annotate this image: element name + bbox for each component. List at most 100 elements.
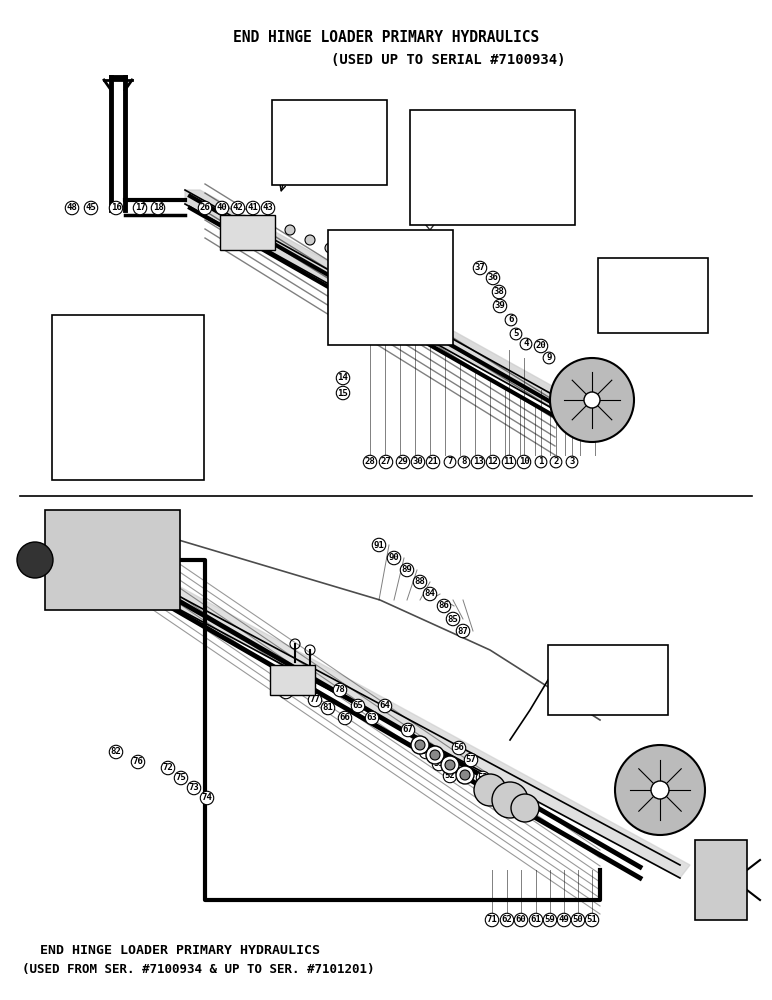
Text: 52: 52 bbox=[445, 772, 455, 780]
Circle shape bbox=[426, 746, 444, 764]
Text: 8: 8 bbox=[462, 458, 467, 466]
Text: 17: 17 bbox=[134, 204, 145, 213]
Text: 31: 31 bbox=[427, 137, 438, 146]
Text: 3: 3 bbox=[569, 458, 574, 466]
Circle shape bbox=[474, 774, 506, 806]
Text: 16: 16 bbox=[110, 204, 121, 213]
Circle shape bbox=[474, 156, 486, 168]
Circle shape bbox=[457, 157, 473, 173]
Text: END HINGE LOADER PRIMARY HYDRAULICS: END HINGE LOADER PRIMARY HYDRAULICS bbox=[233, 30, 539, 45]
Text: 29: 29 bbox=[398, 458, 408, 466]
Bar bbox=[548, 645, 668, 715]
Text: 13: 13 bbox=[472, 458, 483, 466]
Circle shape bbox=[445, 760, 455, 770]
Text: 25: 25 bbox=[415, 188, 425, 196]
Text: 53: 53 bbox=[478, 774, 489, 782]
Text: 15: 15 bbox=[337, 388, 348, 397]
Text: 10: 10 bbox=[519, 458, 530, 466]
Circle shape bbox=[615, 745, 705, 835]
Text: 22: 22 bbox=[550, 198, 560, 207]
Circle shape bbox=[492, 782, 528, 818]
Text: 56: 56 bbox=[454, 744, 465, 752]
Text: 59: 59 bbox=[544, 916, 555, 924]
Text: 21: 21 bbox=[428, 458, 438, 466]
Text: 49: 49 bbox=[559, 916, 570, 924]
Text: 75: 75 bbox=[175, 774, 186, 782]
Text: 36: 36 bbox=[488, 273, 499, 282]
Text: 26: 26 bbox=[200, 204, 211, 213]
Text: 7: 7 bbox=[447, 458, 452, 466]
Text: 27: 27 bbox=[381, 458, 391, 466]
Text: 2: 2 bbox=[554, 458, 559, 466]
Text: 43: 43 bbox=[262, 204, 273, 213]
Text: 24: 24 bbox=[532, 194, 543, 202]
Text: 47: 47 bbox=[99, 373, 110, 382]
Text: 74: 74 bbox=[201, 794, 212, 802]
Text: 33: 33 bbox=[513, 182, 524, 190]
Circle shape bbox=[511, 794, 539, 822]
Text: 91: 91 bbox=[374, 540, 384, 550]
Bar bbox=[598, 258, 708, 333]
Text: 83: 83 bbox=[96, 538, 107, 548]
Text: 23: 23 bbox=[351, 247, 362, 256]
Text: 90: 90 bbox=[388, 554, 399, 562]
Text: 28: 28 bbox=[364, 458, 375, 466]
Text: 81: 81 bbox=[323, 704, 334, 712]
Circle shape bbox=[460, 770, 470, 780]
Text: 55: 55 bbox=[434, 760, 445, 768]
Text: 5: 5 bbox=[513, 330, 519, 338]
Text: 78: 78 bbox=[334, 686, 345, 694]
Circle shape bbox=[441, 756, 459, 774]
Text: 20: 20 bbox=[536, 342, 547, 351]
Text: 38: 38 bbox=[493, 288, 504, 296]
Text: END HINGE LOADER PRIMARY HYDRAULICS: END HINGE LOADER PRIMARY HYDRAULICS bbox=[40, 944, 320, 956]
Text: 35: 35 bbox=[492, 170, 503, 180]
Text: 68: 68 bbox=[66, 538, 76, 548]
Bar bbox=[45, 510, 180, 610]
Text: 64: 64 bbox=[380, 702, 391, 710]
Circle shape bbox=[17, 542, 53, 578]
Text: 51: 51 bbox=[587, 916, 598, 924]
Circle shape bbox=[550, 358, 634, 442]
Text: 73: 73 bbox=[188, 784, 199, 792]
Text: 60: 60 bbox=[516, 916, 527, 924]
Text: 40: 40 bbox=[217, 204, 228, 213]
Circle shape bbox=[285, 225, 295, 235]
Text: 77: 77 bbox=[310, 696, 320, 704]
Circle shape bbox=[651, 781, 669, 799]
Text: 84: 84 bbox=[425, 589, 435, 598]
Text: 61: 61 bbox=[530, 916, 541, 924]
Text: 57: 57 bbox=[466, 756, 476, 764]
Text: 54: 54 bbox=[489, 786, 500, 794]
Circle shape bbox=[430, 750, 440, 760]
Text: 12: 12 bbox=[488, 458, 499, 466]
Bar bbox=[270, 665, 315, 695]
Text: 18: 18 bbox=[153, 204, 164, 213]
Text: 44: 44 bbox=[317, 140, 328, 149]
Text: 58: 58 bbox=[421, 748, 432, 756]
Text: 42: 42 bbox=[232, 204, 243, 213]
Text: 6: 6 bbox=[508, 316, 513, 324]
Text: 63: 63 bbox=[367, 714, 378, 722]
Text: 22: 22 bbox=[405, 286, 415, 294]
Text: 46: 46 bbox=[99, 403, 110, 412]
Polygon shape bbox=[65, 535, 690, 878]
Circle shape bbox=[305, 235, 315, 245]
Text: 4: 4 bbox=[523, 340, 529, 349]
Text: 11: 11 bbox=[503, 458, 514, 466]
Text: 88: 88 bbox=[415, 578, 425, 586]
Text: 82: 82 bbox=[110, 748, 121, 756]
Circle shape bbox=[411, 736, 429, 754]
Text: 89: 89 bbox=[401, 566, 412, 574]
Text: 72: 72 bbox=[163, 764, 174, 772]
Text: 65: 65 bbox=[353, 702, 364, 710]
Bar bbox=[410, 110, 575, 225]
Text: 14: 14 bbox=[337, 373, 348, 382]
Text: 48: 48 bbox=[66, 204, 77, 213]
Text: 70: 70 bbox=[591, 676, 601, 684]
Text: 32: 32 bbox=[503, 170, 514, 180]
Text: 41: 41 bbox=[248, 204, 259, 213]
Text: 66: 66 bbox=[340, 714, 350, 722]
Text: 9: 9 bbox=[547, 354, 552, 362]
Text: (USED FROM SER. #7100934 & UP TO SER. #7101201): (USED FROM SER. #7100934 & UP TO SER. #7… bbox=[22, 964, 374, 976]
